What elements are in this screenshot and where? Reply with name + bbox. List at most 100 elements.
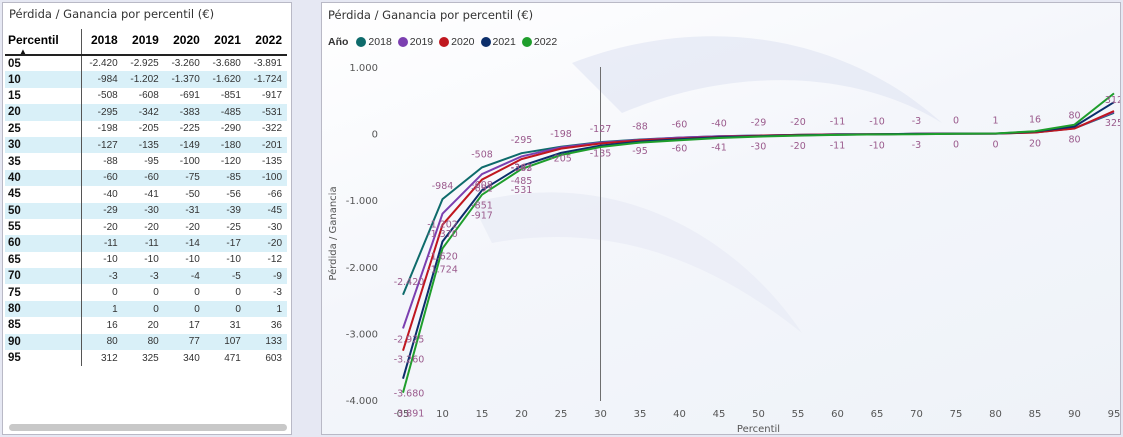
data-label: -342 [511, 162, 533, 173]
table-cell: 80 [81, 333, 123, 351]
table-cell: -30 [122, 202, 164, 219]
table-cell: -1.724 [245, 71, 287, 88]
table-cell: -1.370 [163, 71, 205, 88]
legend-item[interactable]: 2018 [356, 36, 392, 48]
column-header-year[interactable]: 2019 [122, 29, 164, 56]
data-label: -60 [672, 120, 688, 131]
legend-dot-icon [521, 37, 532, 47]
data-label: -1.724 [427, 264, 458, 275]
column-header-percentil[interactable]: Percentil ▲ [5, 29, 82, 56]
row-percentil: 50 [5, 202, 82, 219]
x-tick-label: 30 [594, 409, 607, 420]
table-row[interactable]: 55 -20 -20 -20 -25 -30 [5, 218, 287, 236]
x-tick-label: 80 [989, 409, 1002, 420]
table-cell: -39 [204, 202, 246, 219]
table-row[interactable]: 65 -10 -10 -10 -10 -12 [5, 251, 287, 269]
data-label: -95 [632, 146, 648, 157]
legend-item[interactable]: 2022 [521, 36, 557, 48]
x-tick-label: 85 [1029, 409, 1042, 420]
data-label: 325 [1105, 118, 1121, 129]
data-label: -20 [790, 141, 806, 152]
table-row[interactable]: 95 312 325 340 471 603 [5, 350, 287, 367]
data-label: -11 [830, 116, 846, 127]
legend-item[interactable]: 2021 [480, 36, 516, 48]
legend-dot-icon [397, 37, 408, 47]
table-header-row: Percentil ▲ 2018 2019 2020 2021 2022 [5, 29, 287, 56]
line-chart-visual[interactable]: Pérdida / Ganancia por percentil (€) Año… [321, 2, 1121, 435]
x-tick-label: 50 [752, 409, 765, 420]
series-line-2022 [402, 92, 1115, 393]
row-percentil: 40 [5, 169, 82, 187]
table-cell: -20 [185, 221, 200, 233]
data-label: 0 [953, 140, 959, 151]
x-tick-label: 20 [515, 409, 528, 420]
table-row[interactable]: 50 -29 -30 -31 -39 -45 [5, 202, 287, 219]
table-cell: -31 [163, 202, 205, 219]
table-cell: -9 [245, 268, 287, 285]
table-cell: -14 [163, 235, 205, 252]
legend-item[interactable]: 2020 [439, 36, 475, 48]
column-header-year[interactable]: 2021 [204, 29, 246, 56]
legend-dot-icon [480, 37, 491, 47]
row-percentil: 75 [5, 284, 82, 301]
x-tick-label: 25 [555, 409, 568, 420]
row-percentil: 35 [5, 153, 82, 170]
background-swoosh [472, 192, 802, 333]
table-cell: -3 [81, 268, 123, 285]
table-cell: -3 [122, 268, 164, 285]
x-tick-label: 45 [713, 409, 726, 420]
row-percentil: 65 [5, 251, 82, 269]
table-row[interactable]: 60 -11 -11 -14 -17 -20 [5, 235, 287, 252]
percentile-table-visual[interactable]: Pérdida / Ganancia por percentil (€) Per… [2, 2, 292, 435]
table-cell: 603 [265, 352, 282, 364]
table-cell: 77 [163, 333, 205, 351]
x-axis-title: Percentil [737, 424, 780, 435]
data-label: -3.260 [394, 355, 425, 366]
data-label: -531 [511, 185, 533, 196]
table-cell: -60 [122, 169, 164, 187]
horizontal-scrollbar[interactable] [9, 424, 287, 431]
data-label: 312 [1105, 95, 1121, 106]
row-percentil: 45 [5, 186, 82, 203]
data-label: -41 [711, 142, 727, 153]
table-row[interactable]: 40 -60 -60 -75 -85 -100 [5, 169, 287, 187]
data-label: -383 [511, 163, 533, 174]
table-row[interactable]: 05 -2.420 -2.925 -3.260 -3.680 -3.891 [5, 55, 287, 72]
table-row[interactable]: 80 1 0 0 0 1 [5, 300, 287, 318]
x-tick-label: 10 [436, 409, 449, 420]
table-row[interactable]: 25 -198 -205 -225 -290 -322 [5, 120, 287, 137]
y-tick-label: -4.000 [346, 396, 378, 407]
table-row[interactable]: 70 -3 -3 -4 -5 -9 [5, 268, 287, 285]
table-row[interactable]: 45 -40 -41 -50 -56 -66 [5, 186, 287, 203]
table-cell: -10 [103, 254, 118, 266]
table-row[interactable]: 30 -127 -135 -149 -180 -201 [5, 136, 287, 154]
table-cell: -10 [226, 254, 241, 266]
table-title: Pérdida / Ganancia por percentil (€) [9, 7, 215, 21]
table-cell: -20 [144, 221, 159, 233]
table-row[interactable]: 75 0 0 0 0 -3 [5, 284, 287, 301]
row-percentil: 85 [5, 317, 82, 334]
table-cell: -5 [204, 268, 246, 285]
table-row[interactable]: 90 80 80 77 107 133 [5, 333, 287, 351]
table-cell: -2.925 [130, 58, 159, 70]
table-cell: 0 [194, 287, 200, 299]
legend-item[interactable]: 2019 [397, 36, 433, 48]
table-cell: -20 [103, 221, 118, 233]
data-label: -135 [590, 149, 612, 160]
table-cell: -322 [261, 123, 282, 135]
table-cell: -485 [204, 104, 246, 121]
table-row[interactable]: 20 -295 -342 -383 -485 -531 [5, 104, 287, 121]
column-header-year[interactable]: 2022 [245, 29, 287, 56]
data-label: 0 [992, 140, 998, 151]
column-header-year[interactable]: 2020 [163, 29, 205, 56]
table-row[interactable]: 85 16 20 17 31 36 [5, 317, 287, 334]
table-row[interactable]: 10 -984 -1.202 -1.370 -1.620 -1.724 [5, 71, 287, 88]
table-row[interactable]: 15 -508 -608 -691 -851 -917 [5, 87, 287, 105]
column-header-year[interactable]: 2018 [81, 29, 123, 56]
data-label: -40 [711, 118, 727, 129]
data-label: -2.420 [394, 277, 425, 288]
table-cell: 31 [229, 319, 241, 331]
table-row[interactable]: 35 -88 -95 -100 -120 -135 [5, 153, 287, 170]
table-cell: -180 [204, 136, 246, 154]
data-label: -2.925 [394, 334, 425, 345]
